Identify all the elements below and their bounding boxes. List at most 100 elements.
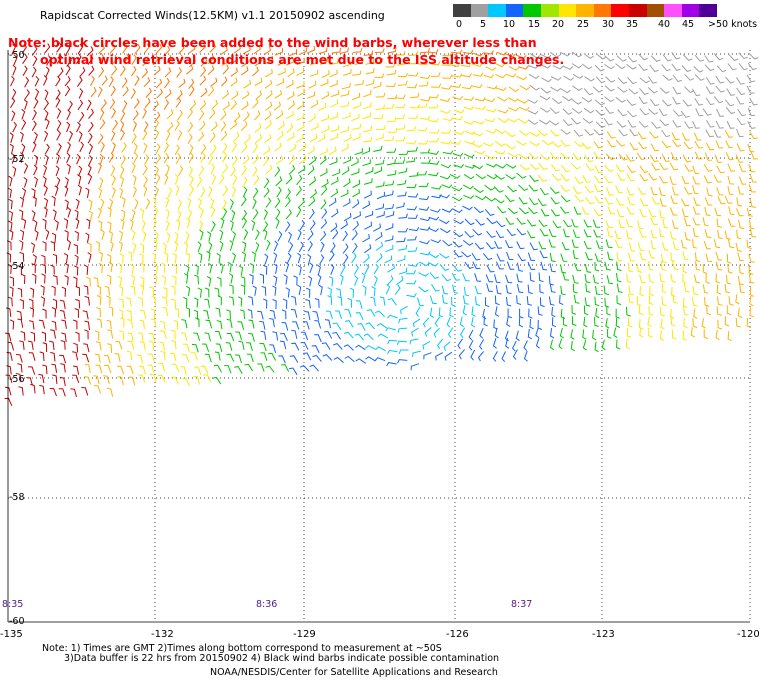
wind-barb [462, 295, 469, 305]
wind-barb [616, 173, 626, 181]
wind-barb [659, 306, 665, 317]
wind-barb [387, 264, 395, 273]
wind-barb [269, 318, 275, 328]
wind-barb [470, 349, 476, 361]
wind-barb [17, 287, 23, 298]
wind-barb [329, 242, 336, 253]
wind-barb [482, 308, 487, 320]
wind-barb [471, 252, 481, 261]
wind-barb [747, 62, 757, 71]
wind-barb [660, 318, 665, 330]
wind-barb [177, 199, 183, 211]
wind-barb [736, 128, 744, 138]
wind-barb [204, 353, 212, 363]
wind-barb [19, 229, 25, 240]
wind-barb [749, 274, 755, 284]
wind-barb [627, 110, 637, 118]
wind-barb [627, 262, 634, 273]
wind-barb [562, 95, 573, 102]
wind-barb [84, 363, 91, 373]
wind-barb [283, 274, 288, 285]
wind-barb [362, 285, 367, 296]
wind-barb [604, 55, 615, 62]
wind-barb [59, 309, 66, 320]
wind-barb [452, 95, 464, 100]
wind-barb [292, 321, 300, 330]
wind-barb [142, 230, 147, 242]
wind-barb [252, 166, 258, 177]
wind-barb [126, 350, 133, 361]
wind-barb [560, 88, 571, 94]
wind-barb [330, 176, 339, 186]
wind-barb [422, 317, 430, 328]
wind-barb [535, 327, 540, 339]
wind-barb [706, 119, 715, 128]
wind-barb [627, 253, 635, 262]
wind-barb [235, 354, 242, 364]
wind-barb [354, 58, 363, 66]
wind-barb [87, 242, 92, 253]
wind-barb [31, 45, 38, 56]
wind-barb [375, 133, 384, 141]
wind-barb [209, 132, 216, 143]
wind-barb [29, 307, 35, 318]
wind-barb [343, 253, 349, 265]
wind-barb [252, 98, 259, 109]
wind-barb [9, 286, 14, 297]
wind-barb [64, 230, 69, 241]
wind-barb [512, 349, 518, 360]
wind-barb [365, 356, 376, 362]
wind-barb [221, 90, 229, 100]
wind-barb [197, 241, 202, 253]
wind-barb [472, 261, 481, 270]
wind-barb [206, 250, 211, 262]
wind-barb [248, 296, 254, 306]
wind-barb [178, 44, 185, 55]
wind-barb [735, 294, 740, 305]
wind-barb [537, 306, 543, 316]
wind-barb [342, 60, 352, 68]
wind-barb [549, 187, 560, 194]
wind-barb [362, 136, 373, 143]
wind-barb [119, 253, 124, 264]
wind-barb [100, 229, 105, 240]
wind-barb [672, 74, 682, 83]
wind-barb [246, 353, 254, 363]
wind-barb [222, 142, 228, 154]
wind-barb [98, 220, 103, 231]
wind-barb [33, 219, 38, 231]
wind-barb [682, 54, 693, 61]
wind-barb [200, 365, 209, 374]
wind-barb [7, 263, 12, 274]
wind-barb [726, 88, 735, 96]
wind-barb [76, 76, 83, 87]
wind-barb [73, 365, 80, 375]
wind-barb [407, 83, 418, 89]
wind-barb [287, 100, 295, 110]
wind-barb [64, 85, 71, 97]
wind-barb [581, 96, 593, 103]
wind-barb [485, 129, 497, 134]
wind-barb [281, 364, 290, 372]
wind-barb [78, 165, 83, 177]
wind-barb [22, 65, 28, 77]
wind-barb [725, 140, 734, 149]
wind-barb [83, 264, 89, 275]
wind-barb [407, 235, 417, 241]
wind-barb [583, 240, 592, 249]
wind-barb [231, 141, 238, 153]
wind-barb [328, 276, 334, 287]
wind-barb [286, 57, 295, 66]
wind-barb [398, 213, 408, 219]
wind-barb [51, 363, 58, 373]
wind-barb [144, 97, 151, 109]
wind-barb [692, 285, 699, 296]
time-mark: 8:35 [2, 599, 24, 610]
wind-barb [210, 163, 215, 175]
wind-barb [571, 51, 583, 58]
wind-barb [54, 219, 59, 231]
wind-barb [539, 297, 545, 308]
wind-barb [418, 60, 429, 66]
wind-barb [726, 253, 732, 264]
wind-barb [671, 261, 679, 270]
